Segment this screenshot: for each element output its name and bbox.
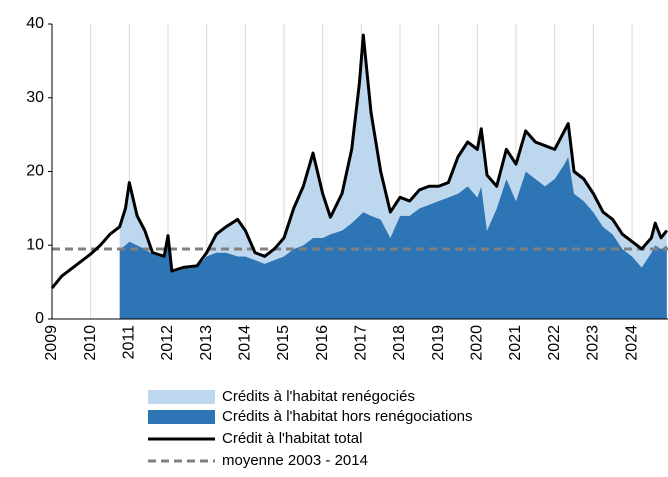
y-tick-label: 10	[26, 236, 44, 253]
y-tick-label: 0	[35, 310, 44, 327]
legend-swatch	[148, 410, 215, 424]
x-tick-label: 2012	[159, 325, 176, 361]
x-tick-label: 2022	[546, 325, 563, 361]
x-tick-label: 2016	[314, 325, 331, 361]
x-tick-label: 2023	[585, 325, 602, 361]
x-tick-label: 2010	[82, 325, 99, 361]
x-tick-label: 2009	[43, 325, 60, 361]
y-tick-label: 40	[26, 15, 44, 32]
x-tick-label: 2013	[198, 325, 215, 361]
legend-label: Crédit à l'habitat total	[222, 430, 362, 447]
y-tick-label: 30	[26, 89, 44, 106]
legend-label: moyenne 2003 - 2014	[222, 452, 368, 469]
legend-swatch	[148, 390, 215, 404]
legend-label: Crédits à l'habitat hors renégociations	[222, 408, 473, 425]
x-tick-label: 2021	[507, 325, 524, 361]
line	[50, 33, 668, 289]
x-tick-label: 2018	[391, 325, 408, 361]
legend-label: Crédits à l'habitat renégociés	[222, 388, 415, 405]
y-tick-label: 20	[26, 163, 44, 180]
area	[119, 156, 667, 319]
x-tick-label: 2020	[469, 325, 486, 361]
x-tick-label: 2017	[353, 325, 370, 361]
x-tick-label: 2014	[237, 325, 254, 361]
x-tick-label: 2011	[121, 325, 138, 360]
x-tick-label: 2019	[430, 325, 447, 361]
x-tick-label: 2015	[275, 325, 292, 361]
area	[119, 35, 667, 273]
x-tick-label: 2024	[623, 325, 640, 361]
